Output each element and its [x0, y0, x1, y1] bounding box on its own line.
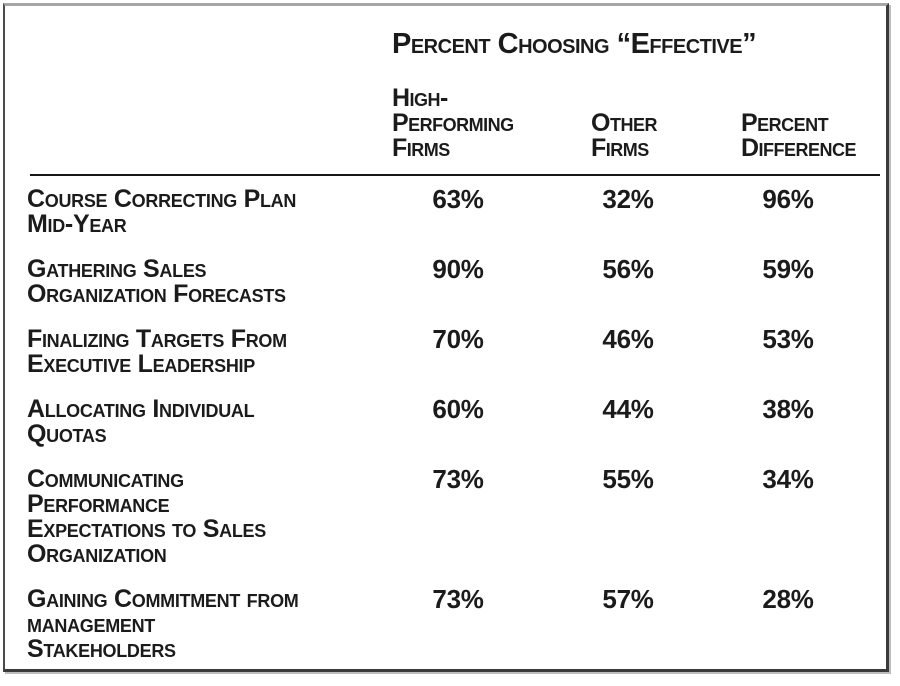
row-label: Finalizing Targets From Executive Leader…	[27, 325, 287, 378]
row-label: Gaining Commitment from management Stake…	[27, 585, 299, 663]
value-other-firms: 32%	[602, 184, 654, 214]
table-body: Course Correcting Plan Mid-Year 63% 32% …	[5, 184, 886, 663]
column-header-percent-difference: Percent Difference	[741, 109, 857, 162]
value-other-firms: 57%	[602, 584, 654, 614]
value-high-performing: 73%	[432, 464, 484, 494]
value-percent-difference: 28%	[762, 584, 814, 614]
value-other-firms: 55%	[602, 464, 654, 494]
value-other-firms: 56%	[602, 254, 654, 284]
title-row: Percent Choosing “Effective”	[27, 29, 886, 59]
value-high-performing: 73%	[432, 584, 484, 614]
row-label: Course Correcting Plan Mid-Year	[27, 185, 297, 238]
table-frame: Percent Choosing “Effective” High- Perfo…	[3, 3, 889, 672]
table-row: Gaining Commitment from management Stake…	[27, 584, 886, 663]
table-row: Course Correcting Plan Mid-Year 63% 32% …	[27, 184, 886, 238]
column-header-high-performing-firms: High- Performing Firms	[392, 84, 514, 162]
header-divider	[30, 174, 880, 176]
table-row: Communicating Performance Expectations t…	[27, 464, 886, 568]
value-percent-difference: 96%	[762, 184, 814, 214]
value-high-performing: 60%	[432, 394, 484, 424]
column-header-row: High- Performing Firms Other Firms Perce…	[27, 86, 886, 161]
table-title: Percent Choosing “Effective”	[392, 28, 757, 60]
value-other-firms: 46%	[602, 324, 654, 354]
row-label: Gathering Sales Organization Forecasts	[27, 255, 286, 308]
table-row: Finalizing Targets From Executive Leader…	[27, 324, 886, 378]
row-label: Allocating Individual Quotas	[27, 395, 255, 448]
value-percent-difference: 53%	[762, 324, 814, 354]
value-percent-difference: 38%	[762, 394, 814, 424]
value-high-performing: 70%	[432, 324, 484, 354]
value-percent-difference: 59%	[762, 254, 814, 284]
table-row: Gathering Sales Organization Forecasts 9…	[27, 254, 886, 308]
row-label: Communicating Performance Expectations t…	[27, 465, 266, 568]
table-row: Allocating Individual Quotas 60% 44% 38%	[27, 394, 886, 448]
column-header-other-firms: Other Firms	[591, 109, 657, 162]
value-percent-difference: 34%	[762, 464, 814, 494]
title-row-spacer	[27, 29, 363, 59]
value-high-performing: 63%	[432, 184, 484, 214]
value-high-performing: 90%	[432, 254, 484, 284]
table-sheet: Percent Choosing “Effective” High- Perfo…	[5, 6, 886, 662]
value-other-firms: 44%	[602, 394, 654, 424]
